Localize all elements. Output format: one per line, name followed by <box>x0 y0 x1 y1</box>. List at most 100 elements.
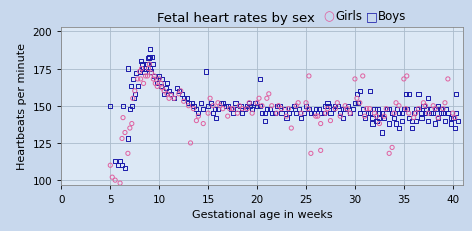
Point <box>124 152 132 155</box>
Point <box>337 112 344 116</box>
Point <box>297 112 305 116</box>
Point <box>134 85 142 89</box>
Point <box>209 112 217 116</box>
Point <box>390 112 398 116</box>
Point <box>366 90 373 93</box>
Point <box>160 93 168 96</box>
Point <box>216 104 224 108</box>
Point <box>151 75 158 79</box>
Point <box>304 107 312 111</box>
Point <box>253 104 261 108</box>
Point <box>392 101 400 105</box>
Point <box>442 107 450 111</box>
Point <box>255 97 263 101</box>
Point <box>444 112 452 116</box>
X-axis label: Gestational age in weeks: Gestational age in weeks <box>192 209 332 219</box>
Point <box>229 107 236 111</box>
Point <box>283 116 290 120</box>
Point <box>219 107 227 111</box>
Point <box>402 107 410 111</box>
Point <box>302 104 310 108</box>
Point <box>439 107 447 111</box>
Point <box>118 164 126 167</box>
Point <box>405 116 413 120</box>
Point <box>253 101 261 105</box>
Point <box>207 101 215 105</box>
Point <box>422 107 430 111</box>
Point <box>444 78 452 82</box>
Point <box>285 107 292 111</box>
Point <box>447 122 455 126</box>
Point <box>305 75 313 79</box>
Point <box>251 101 259 105</box>
Point <box>361 115 369 119</box>
Point <box>234 107 241 111</box>
Point <box>430 112 437 116</box>
Point <box>236 104 243 108</box>
Point <box>219 101 227 105</box>
Point <box>287 127 295 130</box>
Point <box>418 116 425 120</box>
Point <box>142 67 149 71</box>
Point <box>217 101 225 105</box>
Point <box>293 104 300 108</box>
Point <box>354 101 362 105</box>
Point <box>132 72 140 76</box>
Point <box>170 97 177 101</box>
Point <box>142 75 149 79</box>
Point <box>369 116 376 120</box>
Point <box>432 107 440 111</box>
Point <box>211 107 219 111</box>
Point <box>143 75 151 79</box>
Point <box>371 107 378 111</box>
Point <box>263 107 270 111</box>
Point <box>175 90 183 93</box>
Point <box>141 70 148 74</box>
Point <box>393 107 401 111</box>
Point <box>261 119 269 123</box>
Point <box>150 63 157 67</box>
Point <box>159 78 166 82</box>
Point <box>366 112 373 116</box>
Point <box>441 101 449 105</box>
Point <box>281 107 288 111</box>
Point <box>128 122 135 126</box>
Point <box>143 63 150 67</box>
Point <box>356 101 363 105</box>
Point <box>190 104 197 108</box>
Point <box>165 90 173 93</box>
Point <box>248 107 256 111</box>
Point <box>140 67 147 71</box>
Point <box>242 107 249 111</box>
Point <box>412 119 419 123</box>
Point <box>388 146 396 150</box>
Point <box>379 131 386 135</box>
Point <box>374 107 381 111</box>
Point <box>334 101 341 105</box>
Point <box>173 87 181 90</box>
Point <box>302 101 310 105</box>
Point <box>395 127 403 130</box>
Point <box>310 112 318 116</box>
Point <box>261 112 269 116</box>
Point <box>349 107 357 111</box>
Point <box>297 116 305 120</box>
Point <box>107 104 114 108</box>
Point <box>180 97 187 101</box>
Point <box>170 97 177 101</box>
Point <box>376 112 383 116</box>
Point <box>431 107 439 111</box>
Point <box>136 70 143 74</box>
Point <box>386 107 393 111</box>
Point <box>119 104 127 108</box>
Point <box>408 119 415 123</box>
Point <box>434 104 442 108</box>
Point <box>449 116 456 120</box>
Point <box>209 104 217 108</box>
Point <box>418 112 425 116</box>
Point <box>134 78 142 82</box>
Point <box>137 60 144 64</box>
Point <box>395 104 403 108</box>
Point <box>335 104 342 108</box>
Point <box>420 101 427 105</box>
